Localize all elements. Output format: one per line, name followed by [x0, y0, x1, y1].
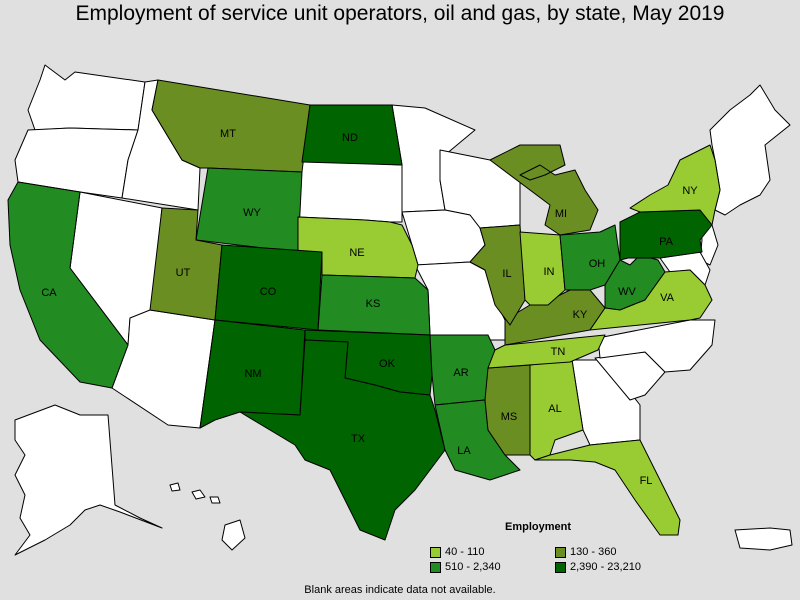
legend-title: Employment: [505, 521, 572, 533]
map-title: Employment of service unit operators, oi…: [75, 2, 725, 25]
label-va: VA: [660, 292, 675, 304]
state-pa: [619, 209, 713, 261]
colored-states: [7, 79, 721, 541]
label-wv: WV: [618, 286, 636, 298]
label-ny: NY: [682, 185, 698, 197]
state-fl: [534, 439, 681, 536]
legend-swatch: [555, 561, 566, 573]
state-in: [519, 231, 566, 306]
state-mi: [489, 144, 599, 236]
label-ut: UT: [176, 267, 191, 279]
state-tn: [487, 334, 606, 369]
label-tn: TN: [551, 346, 566, 358]
state-al: [529, 359, 584, 461]
no-data-states: [14, 64, 793, 556]
label-nd: ND: [342, 132, 358, 144]
label-ne: NE: [349, 247, 364, 259]
legend-swatch: [430, 561, 441, 573]
legend-label: 510 - 2,340: [445, 561, 501, 573]
legend-label: 2,390 - 23,210: [570, 561, 641, 573]
label-ky: KY: [573, 309, 588, 321]
state-labels: MT ND WY NE UT CO KS CA NM OK TX AR LA M…: [41, 128, 698, 487]
state-sd: [297, 159, 403, 223]
label-il: IL: [502, 268, 511, 280]
label-mt: MT: [220, 128, 236, 140]
state-ca: [7, 181, 129, 389]
state-va: [589, 269, 713, 331]
label-ks: KS: [366, 298, 381, 310]
label-mi: MI: [555, 208, 567, 220]
legend-label: 40 - 110: [445, 546, 485, 558]
state-ny: [629, 144, 721, 226]
state-hi: [169, 482, 246, 551]
label-ca: CA: [41, 287, 57, 299]
label-al: AL: [548, 403, 561, 415]
legend-item-130-360: 130 - 360: [555, 546, 616, 558]
legend-item-2390-23210: 2,390 - 23,210: [555, 561, 641, 573]
label-wy: WY: [243, 207, 261, 219]
state-nd: [301, 104, 403, 166]
legend-swatch: [430, 546, 441, 558]
label-co: CO: [260, 286, 277, 298]
legend-swatch: [555, 546, 566, 558]
legend-item-510-2340: 510 - 2,340: [430, 561, 501, 573]
footnote: Blank areas indicate data not available.: [304, 584, 496, 596]
territory-pr: [734, 527, 793, 551]
state-ks: [317, 274, 431, 336]
label-ms: MS: [501, 411, 518, 423]
label-tx: TX: [351, 433, 366, 445]
label-nm: NM: [244, 368, 261, 380]
state-ak: [14, 404, 163, 556]
legend-label: 130 - 360: [570, 546, 617, 558]
state-tx: [239, 339, 446, 541]
label-in: IN: [544, 266, 555, 278]
state-new-england: [709, 84, 791, 216]
label-ar: AR: [453, 367, 468, 379]
legend-item-40-110: 40 - 110: [430, 546, 485, 558]
label-pa: PA: [659, 236, 674, 248]
label-la: LA: [457, 445, 471, 457]
state-nc: [597, 319, 716, 373]
label-oh: OH: [589, 258, 606, 270]
label-fl: FL: [640, 475, 653, 487]
label-ok: OK: [379, 358, 396, 370]
state-wa: [27, 64, 146, 131]
